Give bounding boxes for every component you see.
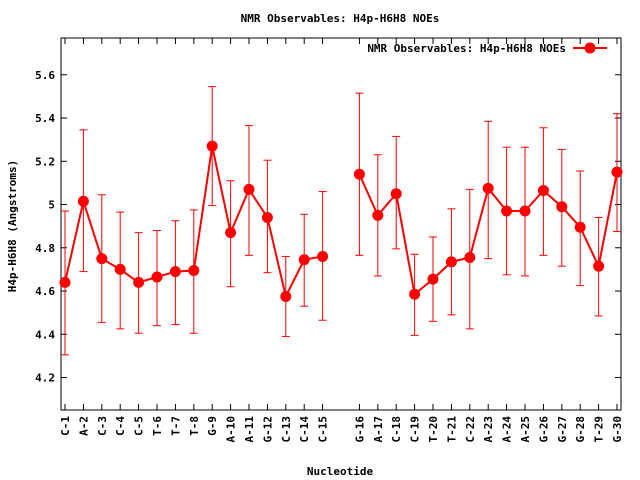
x-tick-label: A-25: [519, 416, 532, 443]
x-tick-label: C-19: [409, 416, 422, 443]
data-point: [574, 221, 586, 233]
x-tick-label: T-8: [188, 416, 201, 436]
y-tick-label: 5.4: [35, 112, 55, 125]
data-point: [593, 260, 605, 272]
data-point: [317, 250, 329, 262]
x-tick-label: A-10: [225, 416, 238, 443]
data-point: [611, 166, 623, 178]
data-point: [77, 195, 89, 207]
data-point: [96, 253, 108, 265]
x-tick-label: C-13: [280, 416, 293, 443]
data-point: [59, 276, 71, 288]
y-tick-label: 4.4: [35, 328, 55, 341]
y-tick-label: 5.2: [35, 155, 55, 168]
data-point: [280, 290, 292, 302]
data-point: [206, 140, 218, 152]
x-tick-label: C-15: [317, 416, 330, 443]
x-tick-label: A-11: [243, 416, 256, 443]
x-tick-label: G-9: [206, 416, 219, 436]
data-point: [464, 252, 476, 264]
plot-frame: [60, 37, 622, 411]
x-tick-label: G-16: [353, 416, 366, 443]
x-tick-label: G-30: [611, 416, 624, 443]
x-tick-label: A-24: [501, 416, 514, 443]
x-tick-label: C-4: [114, 416, 127, 436]
data-point: [445, 256, 457, 268]
data-point: [409, 288, 421, 300]
data-point: [151, 271, 163, 283]
chart-title: NMR Observables: H4p-H6H8 NOEs: [241, 12, 440, 25]
y-tick-label: 4.6: [35, 285, 55, 298]
data-point: [482, 182, 494, 194]
y-axis: 4.2 4.4 4.6 4.8 5 5.2 5.4 5.6: [35, 69, 621, 385]
legend: NMR Observables: H4p-H6H8 NOEs: [367, 42, 607, 55]
data-point: [243, 183, 255, 195]
x-tick-label: G-26: [537, 416, 550, 443]
x-tick-label: C-1: [59, 416, 72, 436]
y-tick-label: 5.6: [35, 69, 55, 82]
data-point: [556, 201, 568, 213]
data-point: [501, 205, 513, 217]
x-tick-label: C-5: [133, 416, 146, 436]
data-point: [133, 276, 145, 288]
x-tick-label: C-22: [464, 416, 477, 443]
data-point: [114, 263, 126, 275]
y-tick-label: 4.2: [35, 372, 55, 385]
x-tick-label: T-6: [151, 416, 164, 436]
legend-marker-swatch: [584, 42, 596, 54]
data-point: [390, 188, 402, 200]
y-tick-label: 4.8: [35, 242, 55, 255]
data-point: [261, 212, 273, 224]
error-bars: [61, 86, 621, 356]
x-tick-label: C-18: [390, 416, 403, 443]
x-axis-label: Nucleotide: [307, 465, 374, 478]
x-axis: C-1 A-2 C-3 C-4 C-5 T-6 T-7 T-8 G-9 A-10 A-11 G-12 C…: [59, 38, 624, 443]
series-group: [59, 140, 623, 302]
x-tick-label: A-17: [372, 416, 385, 443]
x-tick-label: G-27: [556, 416, 569, 443]
legend-label: NMR Observables: H4p-H6H8 NOEs: [367, 42, 566, 55]
data-point: [427, 273, 439, 285]
data-point: [372, 209, 384, 221]
x-tick-label: T-20: [427, 416, 440, 443]
x-tick-label: C-14: [298, 416, 311, 443]
x-tick-label: C-3: [96, 416, 109, 436]
data-point: [188, 265, 200, 276]
x-tick-label: G-28: [574, 416, 587, 443]
x-tick-label: T-7: [169, 416, 182, 436]
data-point: [353, 168, 365, 180]
x-tick-label: A-23: [482, 416, 495, 443]
data-point: [298, 254, 310, 266]
data-point: [169, 266, 181, 278]
y-tick-label: 5: [48, 199, 55, 212]
x-tick-label: T-21: [445, 416, 458, 443]
x-tick-label: G-12: [261, 416, 274, 443]
x-tick-label: A-2: [77, 416, 90, 436]
x-tick-label: T-29: [593, 416, 606, 443]
data-point: [537, 184, 549, 196]
data-point: [519, 205, 531, 217]
data-point: [225, 227, 237, 239]
y-axis-label: H4p-H6H8 (Angstroms): [6, 160, 19, 292]
